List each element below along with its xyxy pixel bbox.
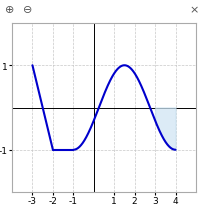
- Text: ⊖: ⊖: [23, 5, 33, 15]
- Text: ⊕: ⊕: [5, 5, 15, 15]
- Text: ×: ×: [189, 5, 199, 15]
